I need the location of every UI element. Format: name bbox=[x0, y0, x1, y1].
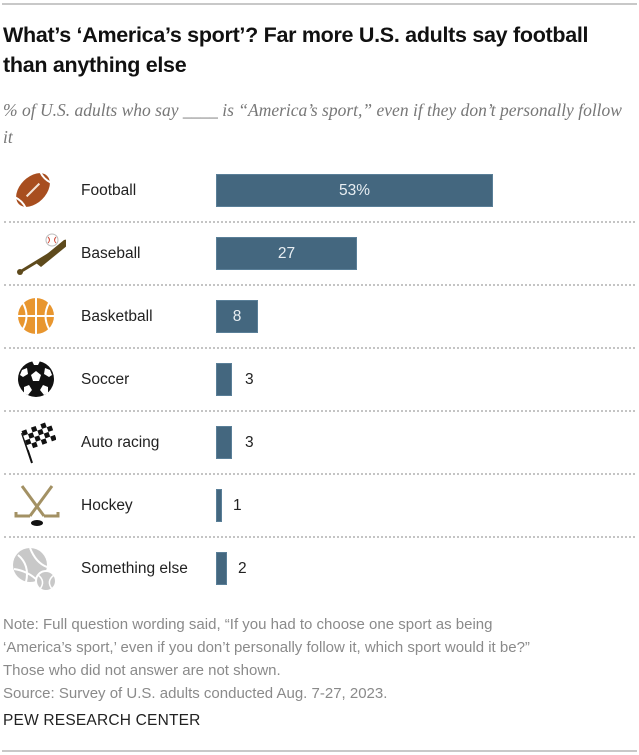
row-separator bbox=[4, 221, 635, 223]
value-label: 1 bbox=[233, 497, 242, 514]
bottom-rule bbox=[2, 750, 637, 752]
row-separator bbox=[4, 536, 635, 538]
row-separator bbox=[4, 347, 635, 349]
bar-soccer bbox=[216, 363, 232, 396]
brand-name: PEW RESEARCH CENTER bbox=[3, 712, 201, 729]
bar-basketball bbox=[216, 300, 258, 333]
bar-row-something-else: Something else 2 bbox=[0, 537, 639, 600]
top-rule bbox=[2, 3, 637, 5]
note-line: ‘America’s sport,’ even if you don’t per… bbox=[3, 639, 530, 656]
category-label: Auto racing bbox=[81, 434, 160, 451]
bar-auto-racing bbox=[216, 426, 232, 459]
value-label: 3 bbox=[245, 371, 254, 388]
value-label: 2 bbox=[238, 560, 247, 577]
category-label: Something else bbox=[81, 560, 188, 577]
chart-subtitle: % of U.S. adults who say ____ is “Americ… bbox=[3, 100, 622, 147]
other-balls-icon bbox=[13, 547, 57, 591]
footnote: Note: Full question wording said, “If yo… bbox=[3, 613, 633, 705]
note-line: Those who did not answer are not shown. bbox=[3, 662, 281, 679]
bar-row-baseball: Baseball 27 bbox=[0, 222, 639, 285]
bar-row-football: Football 53% bbox=[0, 159, 639, 222]
soccer-ball-icon bbox=[18, 361, 54, 397]
value-label: 53% bbox=[338, 182, 371, 199]
category-label: Hockey bbox=[81, 497, 133, 514]
bar-row-basketball: Basketball 8 bbox=[0, 285, 639, 348]
note-line: Note: Full question wording said, “If yo… bbox=[3, 616, 493, 633]
basketball-icon bbox=[18, 298, 54, 334]
bar-baseball bbox=[216, 237, 357, 270]
hockey-sticks-icon bbox=[14, 485, 60, 526]
football-icon bbox=[14, 171, 52, 209]
bar-hockey bbox=[216, 489, 222, 522]
row-separator bbox=[4, 284, 635, 286]
baseball-bat-icon bbox=[17, 233, 66, 275]
value-label: 3 bbox=[245, 434, 254, 451]
category-label: Baseball bbox=[81, 245, 141, 262]
checkered-flag-icon bbox=[21, 420, 56, 464]
row-separator bbox=[4, 410, 635, 412]
chart-title: What’s ‘America’s sport’? Far more U.S. … bbox=[3, 23, 589, 77]
category-label: Soccer bbox=[81, 371, 130, 388]
row-separator bbox=[4, 473, 635, 475]
bar-football bbox=[216, 174, 493, 207]
bar-something-else bbox=[216, 552, 227, 585]
bar-row-auto-racing: Auto racing 3 bbox=[0, 411, 639, 474]
value-label: 27 bbox=[277, 245, 296, 262]
bar-row-soccer: Soccer 3 bbox=[0, 348, 639, 411]
source-line: Source: Survey of U.S. adults conducted … bbox=[3, 685, 388, 702]
category-label: Basketball bbox=[81, 308, 153, 325]
value-label: 8 bbox=[232, 308, 242, 325]
category-label: Football bbox=[81, 182, 137, 199]
bar-row-hockey: Hockey 1 bbox=[0, 474, 639, 537]
